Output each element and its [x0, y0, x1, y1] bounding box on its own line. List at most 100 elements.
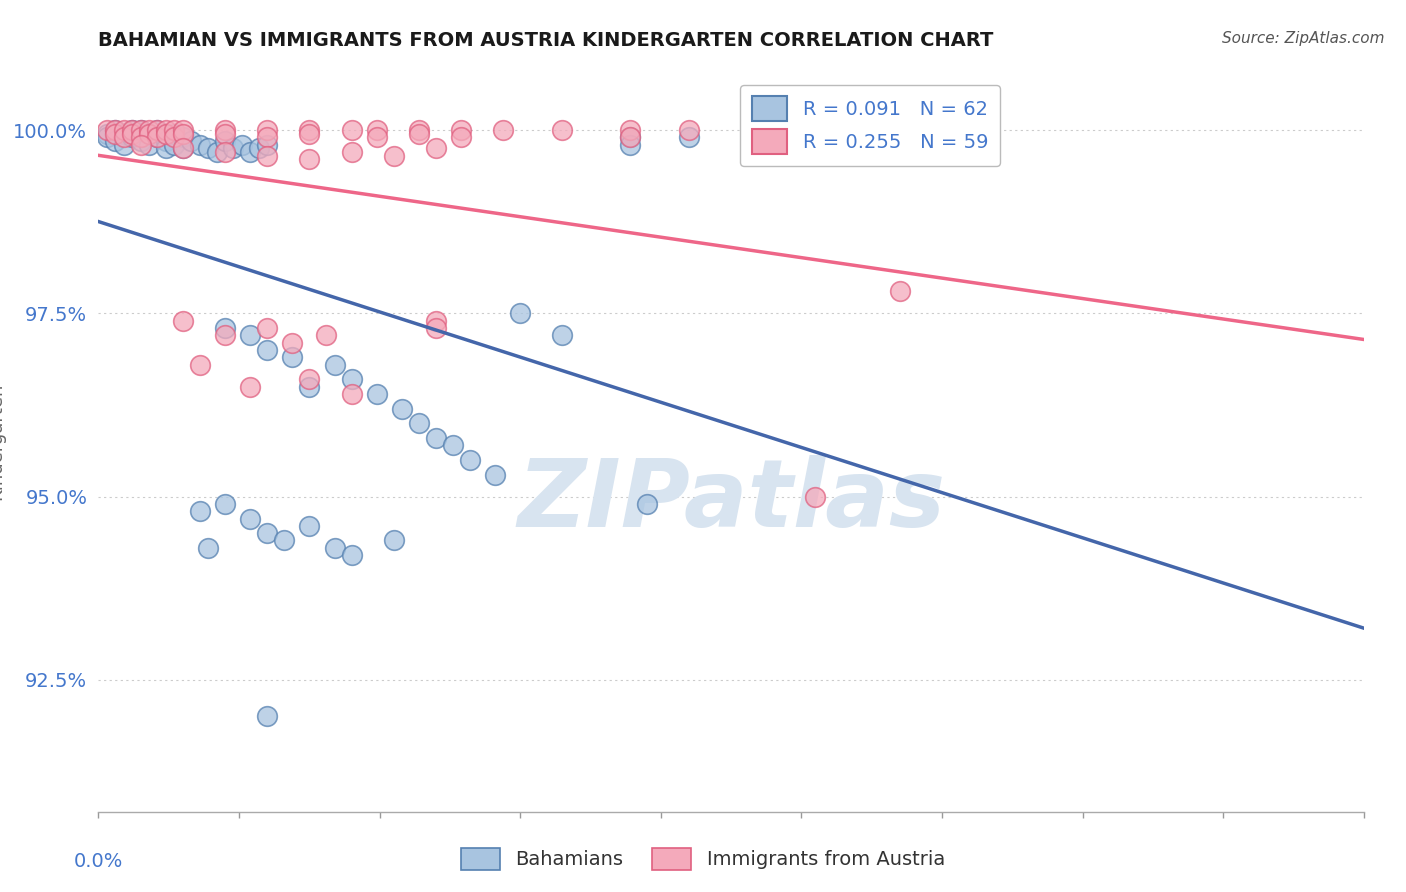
Point [239, 145, 262, 159]
Point [340, 548, 363, 562]
Point [239, 379, 262, 393]
Point [678, 123, 700, 137]
Point [231, 137, 253, 152]
Point [619, 130, 641, 145]
Point [214, 123, 236, 137]
Point [112, 123, 135, 137]
Point [239, 511, 262, 525]
Point [256, 709, 278, 723]
Point [678, 130, 700, 145]
Point [138, 137, 160, 152]
Point [129, 137, 152, 152]
Point [408, 123, 430, 137]
Point [458, 453, 481, 467]
Point [366, 387, 388, 401]
Point [104, 134, 127, 148]
Point [197, 541, 219, 555]
Point [340, 372, 363, 386]
Point [112, 137, 135, 152]
Legend: Bahamians, Immigrants from Austria: Bahamians, Immigrants from Austria [453, 839, 953, 878]
Point [138, 123, 160, 137]
Point [129, 134, 152, 148]
Point [247, 141, 270, 155]
Point [298, 127, 321, 141]
Point [281, 335, 304, 350]
Point [155, 127, 177, 141]
Point [214, 328, 236, 343]
Point [172, 313, 194, 327]
Point [172, 130, 194, 145]
Point [408, 127, 430, 141]
Point [340, 387, 363, 401]
Point [121, 123, 143, 137]
Point [155, 141, 177, 155]
Point [636, 497, 658, 511]
Point [425, 431, 447, 445]
Point [112, 127, 135, 141]
Point [96, 127, 118, 141]
Point [163, 127, 186, 141]
Point [509, 306, 531, 320]
Point [298, 372, 321, 386]
Point [146, 123, 169, 137]
Point [340, 145, 363, 159]
Point [273, 533, 295, 548]
Point [366, 130, 388, 145]
Point [96, 123, 118, 137]
Point [112, 130, 135, 145]
Legend: R = 0.091   N = 62, R = 0.255   N = 59: R = 0.091 N = 62, R = 0.255 N = 59 [741, 85, 1000, 166]
Point [256, 149, 278, 163]
Point [323, 358, 346, 372]
Point [281, 350, 304, 364]
Point [315, 328, 337, 343]
Text: ZIPatlas: ZIPatlas [517, 455, 945, 547]
Point [256, 130, 278, 145]
Point [188, 137, 211, 152]
Point [205, 145, 228, 159]
Point [619, 130, 641, 145]
Point [551, 328, 574, 343]
Point [340, 123, 363, 137]
Point [188, 504, 211, 518]
Point [121, 123, 143, 137]
Point [551, 123, 574, 137]
Point [214, 134, 236, 148]
Point [146, 123, 169, 137]
Point [163, 130, 186, 145]
Point [256, 123, 278, 137]
Point [256, 137, 278, 152]
Text: 0.0%: 0.0% [73, 853, 124, 871]
Point [450, 123, 472, 137]
Point [146, 130, 169, 145]
Text: Source: ZipAtlas.com: Source: ZipAtlas.com [1222, 31, 1385, 46]
Point [197, 141, 219, 155]
Point [146, 130, 169, 145]
Point [163, 123, 186, 137]
Point [298, 519, 321, 533]
Point [129, 123, 152, 137]
Point [256, 321, 278, 335]
Point [172, 141, 194, 155]
Point [408, 416, 430, 430]
Point [104, 123, 127, 137]
Point [172, 141, 194, 155]
Point [619, 123, 641, 137]
Point [441, 438, 464, 452]
Point [104, 123, 127, 137]
Point [214, 127, 236, 141]
Text: BAHAMIAN VS IMMIGRANTS FROM AUSTRIA KINDERGARTEN CORRELATION CHART: BAHAMIAN VS IMMIGRANTS FROM AUSTRIA KIND… [98, 31, 994, 50]
Point [104, 127, 127, 141]
Point [484, 467, 506, 482]
Point [214, 497, 236, 511]
Point [425, 141, 447, 155]
Point [889, 285, 911, 299]
Point [366, 123, 388, 137]
Point [804, 490, 827, 504]
Point [298, 153, 321, 167]
Point [172, 123, 194, 137]
Point [804, 127, 827, 141]
Point [138, 127, 160, 141]
Point [391, 401, 413, 416]
Point [214, 145, 236, 159]
Point [298, 379, 321, 393]
